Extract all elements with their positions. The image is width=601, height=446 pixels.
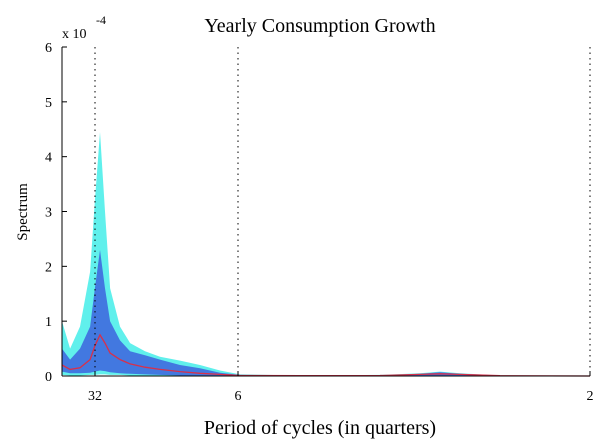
y-tick-label: 0 [45, 370, 52, 385]
median-line [61, 333, 591, 377]
y-tick-label: 2 [45, 260, 52, 275]
y-tick-label: 3 [45, 206, 52, 221]
confidence-band [62, 132, 591, 376]
x-tick-label: 6 [235, 389, 242, 404]
x-tick-label: 2 [587, 389, 594, 404]
x-tick-label: 32 [88, 389, 102, 404]
y-multiplier-exponent: -4 [96, 13, 106, 27]
chart-title: Yearly Consumption Growth [204, 15, 435, 37]
y-multiplier: x 10 [62, 27, 87, 42]
y-tick-label: 4 [45, 151, 52, 166]
confidence-band [62, 249, 591, 376]
y-tick-label: 1 [45, 315, 52, 330]
y-tick-label: 5 [45, 96, 52, 111]
x-axis-label: Period of cycles (in quarters) [204, 417, 436, 439]
y-tick-label: 6 [45, 41, 52, 56]
y-axis-label: Spectrum [15, 183, 31, 241]
